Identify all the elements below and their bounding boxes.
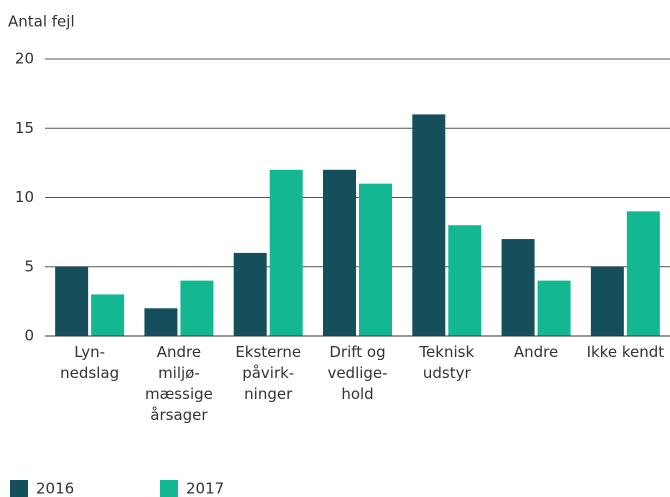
bar: [626, 211, 660, 336]
y-tick-label: 20: [15, 50, 34, 68]
y-tick-label: 15: [15, 119, 34, 137]
bar: [537, 280, 571, 336]
bar: [55, 266, 89, 336]
bar: [359, 183, 392, 336]
x-tick-label: Andre miljø- mæssige årsager: [144, 343, 213, 424]
legend-swatch: [160, 480, 178, 497]
bar: [144, 308, 178, 336]
bar: [233, 252, 267, 336]
y-axis-label: Antal fejl: [8, 13, 75, 31]
y-tick-label: 5: [24, 257, 34, 275]
legend-label: 2016: [36, 480, 74, 497]
x-tick-label: Andre: [513, 343, 559, 361]
x-tick-label: Drift og vedlige- hold: [327, 343, 388, 403]
bar: [412, 114, 446, 337]
x-tick-label: Eksterne påvirk- ninger: [235, 343, 302, 403]
y-tick-label: 0: [24, 327, 34, 345]
y-tick-label: 10: [15, 188, 34, 206]
x-tick-label: Teknisk udstyr: [419, 343, 475, 382]
x-tick-label: Ikke kendt: [586, 343, 665, 361]
bar: [590, 266, 624, 336]
bar: [180, 280, 214, 336]
legend-label: 2017: [186, 480, 224, 497]
bar: [501, 239, 535, 336]
bar: [269, 169, 303, 336]
bar: [91, 294, 125, 336]
bar: [448, 225, 482, 336]
bar: [323, 169, 356, 336]
x-tick-label: Lyn- nedslag: [60, 343, 120, 382]
legend-swatch: [10, 480, 28, 497]
